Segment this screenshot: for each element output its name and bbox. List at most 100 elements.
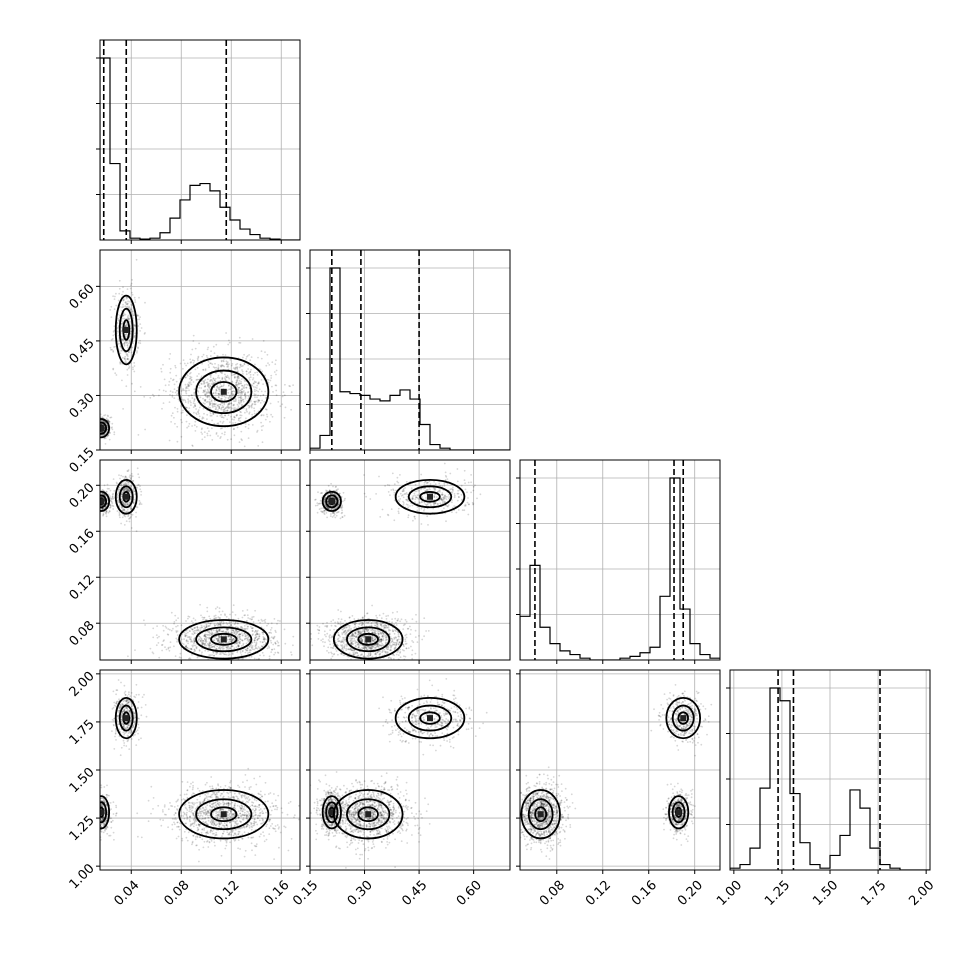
- sample-point: [256, 638, 259, 641]
- sample-point: [98, 514, 100, 516]
- sample-point: [247, 427, 250, 430]
- sample-point: [241, 369, 243, 371]
- sample-point: [245, 649, 247, 651]
- panel-frame: [99, 459, 301, 661]
- sample-point: [202, 368, 205, 371]
- sample-point: [188, 647, 190, 650]
- sample-point: [209, 403, 211, 405]
- sample-point: [231, 390, 234, 393]
- sample-point: [176, 639, 179, 641]
- sample-point: [250, 383, 253, 386]
- sample-point: [245, 642, 248, 645]
- sample-point: [122, 286, 124, 289]
- sample-point: [220, 385, 223, 388]
- hist-panel-1: [306, 249, 511, 454]
- sample-point: [133, 314, 136, 317]
- sample-point: [96, 436, 98, 438]
- sample-point: [217, 616, 220, 619]
- sample-point: [97, 420, 99, 422]
- sample-point: [139, 488, 142, 491]
- sample-point: [189, 668, 191, 670]
- sample-point: [251, 384, 254, 387]
- sample-point: [238, 401, 240, 403]
- sample-point: [324, 496, 327, 499]
- sample-point: [221, 648, 224, 650]
- sample-point: [103, 493, 105, 495]
- sample-point: [198, 384, 201, 387]
- sample-point: [193, 391, 196, 394]
- contour-level: [178, 356, 270, 428]
- sample-point: [225, 653, 228, 656]
- sample-point: [197, 355, 200, 358]
- sample-point: [220, 622, 222, 624]
- sample-point: [193, 642, 195, 645]
- sample-point: [217, 630, 220, 632]
- sample-point: [262, 636, 265, 638]
- sample-point: [98, 504, 100, 506]
- sample-point: [226, 409, 229, 412]
- sample-point: [211, 402, 214, 405]
- scatter-panel-2-1: [306, 459, 511, 664]
- sample-point: [102, 420, 105, 422]
- sample-point: [213, 645, 216, 648]
- sample-point: [175, 637, 178, 640]
- sample-point: [95, 423, 97, 425]
- sample-point: [96, 425, 98, 427]
- sample-point: [133, 335, 136, 337]
- sample-point: [209, 380, 211, 383]
- sample-point: [261, 399, 263, 402]
- sample-point: [253, 400, 256, 403]
- sample-point: [227, 403, 229, 406]
- sample-point: [133, 362, 136, 364]
- sample-point: [234, 621, 237, 624]
- sample-point: [261, 414, 263, 416]
- sample-point: [222, 645, 225, 648]
- sample-point: [201, 651, 203, 654]
- sample-point: [249, 625, 252, 628]
- sample-point: [231, 629, 234, 632]
- sample-point: [237, 419, 240, 422]
- sample-point: [112, 368, 115, 371]
- sample-point: [216, 355, 218, 358]
- sample-point: [246, 625, 249, 628]
- sample-point: [94, 426, 96, 428]
- sample-point: [275, 631, 277, 633]
- sample-point: [218, 396, 220, 398]
- sample-point: [96, 420, 98, 422]
- sample-point: [233, 647, 236, 650]
- sample-point: [126, 489, 129, 492]
- sample-point: [97, 436, 99, 438]
- sample-point: [209, 617, 212, 620]
- sample-point: [255, 643, 257, 646]
- sample-point: [418, 490, 420, 492]
- sample-point: [105, 515, 108, 518]
- sample-point: [197, 629, 200, 631]
- sample-point: [171, 394, 174, 397]
- sample-point: [196, 628, 199, 631]
- sample-point: [218, 407, 221, 409]
- sample-point: [98, 429, 100, 431]
- sample-point: [128, 517, 130, 520]
- sample-point: [241, 639, 243, 641]
- sample-point: [220, 413, 223, 416]
- sample-point: [195, 646, 198, 648]
- sample-point: [270, 413, 272, 416]
- sample-point: [191, 628, 194, 631]
- sample-point: [218, 635, 221, 638]
- sample-point: [98, 501, 100, 503]
- sample-point: [191, 628, 193, 631]
- sample-point: [175, 380, 178, 383]
- sample-point: [198, 406, 201, 409]
- sample-point: [184, 633, 186, 636]
- sample-point: [217, 376, 219, 379]
- sample-point: [131, 488, 134, 491]
- sample-point: [455, 511, 458, 514]
- sample-point: [262, 638, 265, 641]
- sample-point: [277, 401, 280, 403]
- sample-point: [290, 408, 292, 411]
- sample-point: [236, 375, 239, 378]
- sample-point: [261, 620, 264, 622]
- sample-point: [124, 305, 127, 308]
- sample-point: [432, 507, 435, 510]
